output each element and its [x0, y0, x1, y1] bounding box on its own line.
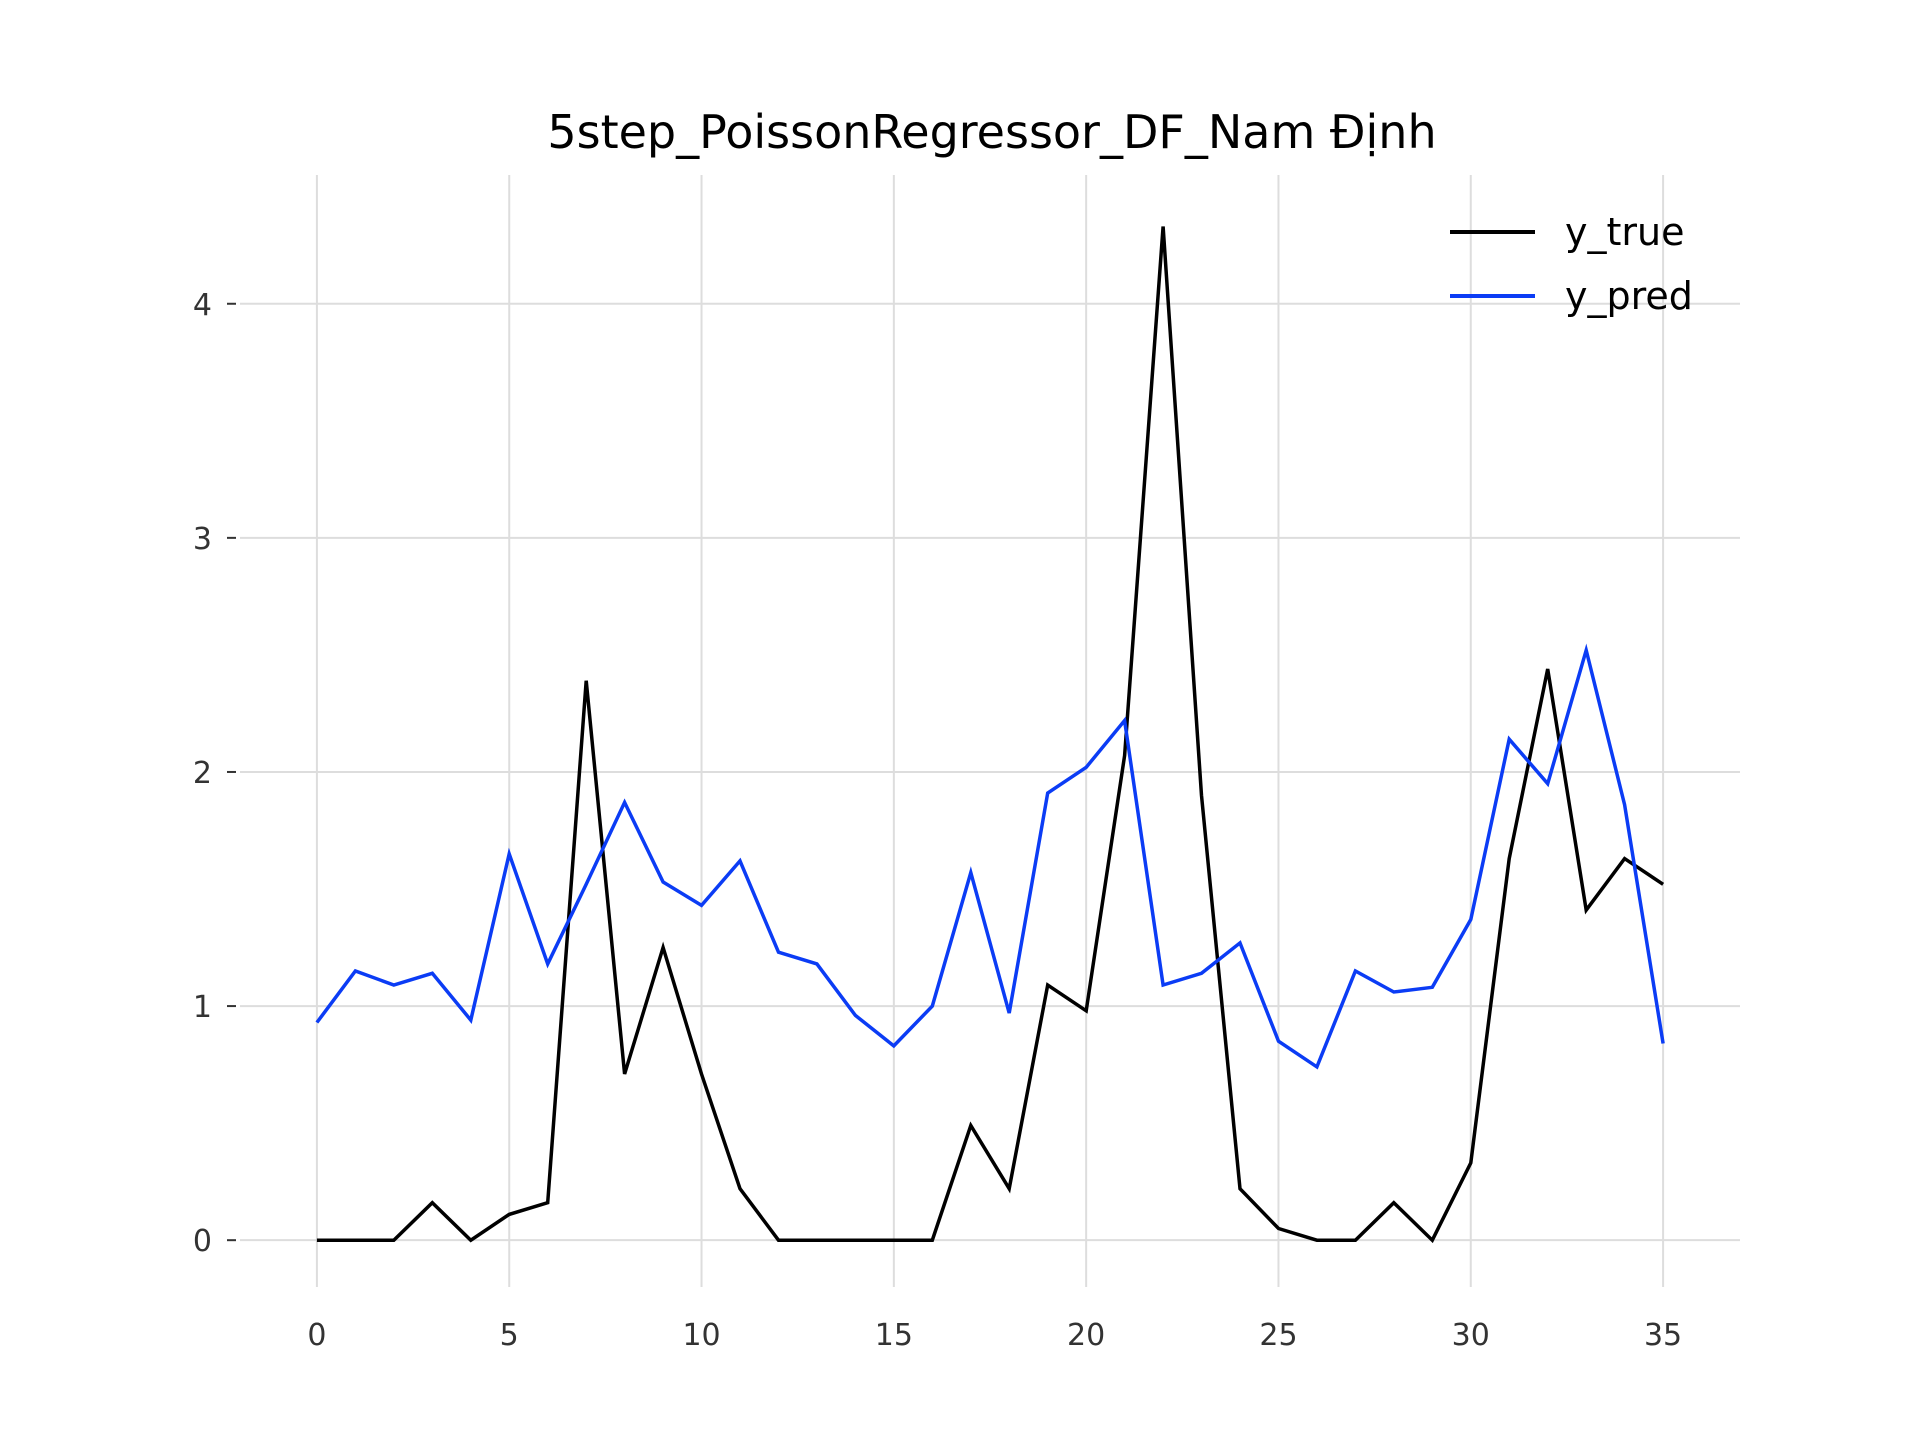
y-tick-label: 0 — [193, 1224, 212, 1259]
x-tick-label: 0 — [307, 1318, 326, 1353]
y-tick-label: 1 — [193, 990, 212, 1025]
series-line-y_pred — [315, 643, 1665, 1070]
legend-label-y_true: y_true — [1565, 210, 1684, 254]
y-tick-label: 3 — [193, 522, 212, 557]
x-tick-label: 25 — [1259, 1318, 1297, 1353]
x-tick-label: 5 — [500, 1318, 519, 1353]
x-tick-label: 10 — [682, 1318, 720, 1353]
y-tick-label: 4 — [193, 288, 212, 323]
x-tick-label: 15 — [875, 1318, 913, 1353]
legend: y_true y_pred — [1450, 210, 1693, 318]
legend-label-y_pred: y_pred — [1565, 274, 1693, 318]
x-tick-label: 20 — [1067, 1318, 1105, 1353]
series-lines — [315, 226, 1665, 1244]
x-tick-label: 30 — [1452, 1318, 1490, 1353]
y-tick-label: 2 — [193, 756, 212, 791]
axis-ticks: 0 5 10 15 20 25 30 35 0 1 2 3 4 — [193, 288, 1682, 1353]
series-line-y_true — [316, 226, 1665, 1244]
x-tick-label: 35 — [1644, 1318, 1682, 1353]
chart-title: 5step_PoissonRegressor_DF_Nam Định — [547, 105, 1436, 159]
